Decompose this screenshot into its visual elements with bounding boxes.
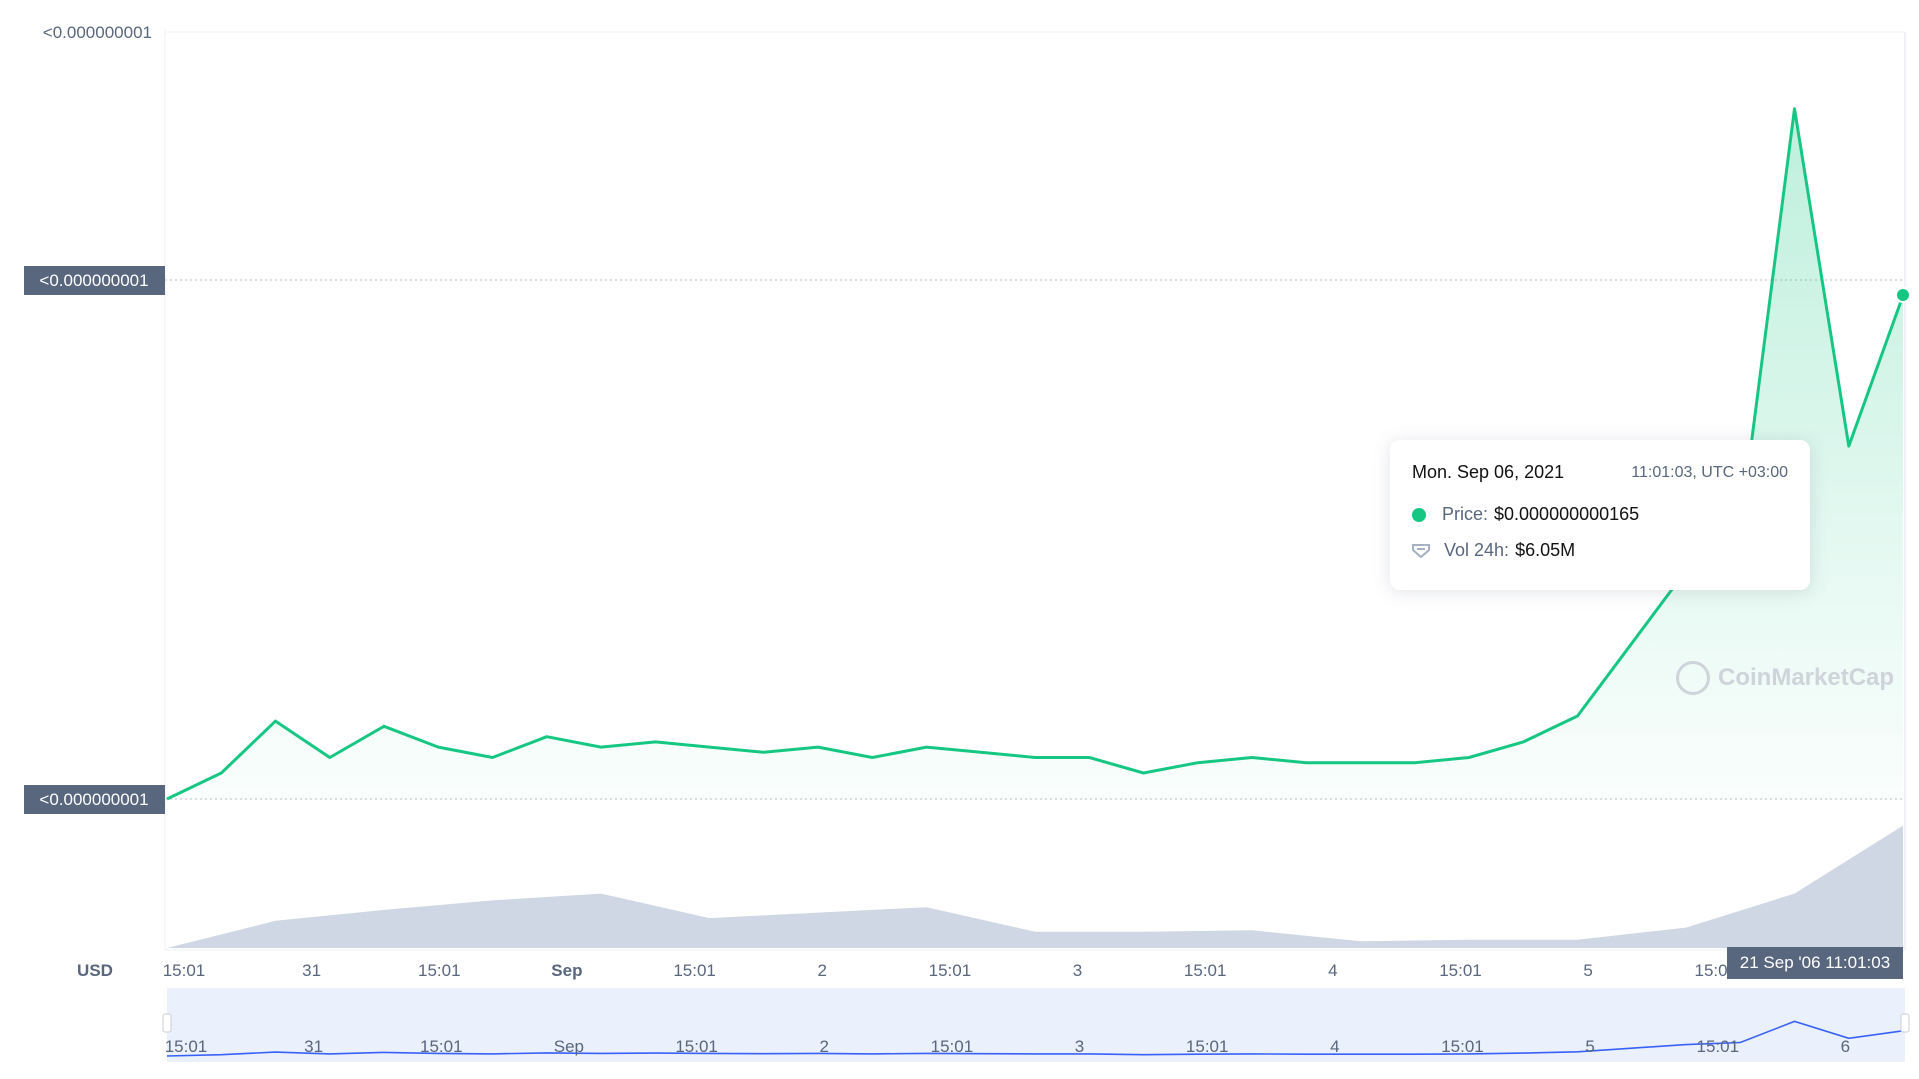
volume-shield-icon (1412, 543, 1430, 558)
price-tooltip: Mon. Sep 06, 2021 11:01:03, UTC +03:00 P… (1390, 440, 1810, 590)
x-tick-label: 15:01 (163, 961, 206, 980)
price-dot-icon (1412, 507, 1426, 522)
y-axis-label-box-low (24, 785, 165, 814)
navigator-right-handle[interactable] (1900, 1013, 1910, 1033)
navigator-tick-label: 6 (1841, 1037, 1850, 1056)
tooltip-date: Mon. Sep 06, 2021 (1412, 462, 1565, 482)
navigator-tick-label: 15:01 (675, 1037, 718, 1056)
navigator-tick-label: 15:01 (1441, 1037, 1484, 1056)
navigator-tick-label: 3 (1075, 1037, 1084, 1056)
tooltip-price-value: $0.000000000165 (1494, 504, 1640, 524)
x-tick-label: 4 (1328, 961, 1337, 980)
navigator-tick-label: 5 (1585, 1037, 1594, 1056)
navigator-tick-label: 15:01 (420, 1037, 463, 1056)
tooltip-price-label: Price: (1442, 504, 1489, 524)
navigator-left-handle[interactable] (162, 1013, 172, 1033)
navigator-tick-label: 2 (819, 1037, 828, 1056)
volume-area-layer (167, 825, 1903, 948)
volume-area (167, 825, 1903, 948)
coinmarketcap-watermark: CoinMarketCap (1676, 661, 1894, 695)
x-tick-label: 31 (302, 961, 321, 980)
tooltip-time: 11:01:03, UTC +03:00 (1631, 464, 1788, 481)
navigator-tick-label: 15:01 (165, 1037, 208, 1056)
coinmarketcap-logo-icon (1676, 661, 1710, 695)
y-axis-label-box-mid (24, 266, 165, 295)
tooltip-volume-row: Vol 24h: $6.05M (1412, 540, 1575, 561)
navigator-tick-label: 15:01 (1697, 1037, 1740, 1056)
y-axis-label-mid: <0.000000001 (39, 271, 148, 290)
price-area-fill (167, 108, 1903, 799)
navigator-tick-label: 15:01 (931, 1037, 974, 1056)
navigator-tick-label: Sep (554, 1037, 584, 1056)
navigator-layer (166, 1020, 1904, 1057)
x-tick-label: 3 (1073, 961, 1082, 980)
x-tick-label: 5 (1583, 961, 1592, 980)
x-axis-ticks: 15:01 31 15:01 Sep 15:01 2 15:01 3 15:01 4 15:01 5 1… (163, 961, 1737, 980)
y-axis-label-low: <0.000000001 (39, 790, 148, 809)
x-tick-label: 2 (817, 961, 826, 980)
navigator-tick-label: 15:01 (1186, 1037, 1229, 1056)
navigator-line (166, 1020, 1904, 1057)
tooltip-volume-value: $6.05M (1515, 540, 1576, 560)
y-axis-label-top: <0.000000001 (43, 23, 152, 42)
navigator-tick-label: 4 (1330, 1037, 1339, 1056)
x-tick-label: Sep (551, 961, 582, 980)
current-price-marker (1895, 287, 1911, 303)
x-tick-label: 15:01 (1184, 961, 1227, 980)
crosshair-date-label: 21 Sep '06 11:01:03 (1727, 947, 1903, 979)
x-tick-label: 15:01 (673, 961, 716, 980)
x-tick-label: 15:01 (1439, 961, 1482, 980)
x-tick-label: 15:01 (1695, 961, 1738, 980)
x-tick-label: 15:01 (418, 961, 461, 980)
navigator-ticks: 15:01 31 15:01 Sep 15:01 2 15:01 3 15:01 4 15:01 5 1… (165, 1037, 1850, 1056)
x-tick-label: 15:01 (929, 961, 972, 980)
tooltip-volume-label: Vol 24h: (1444, 540, 1510, 560)
tooltip-price-row: Price: $0.000000000165 (1412, 504, 1639, 525)
navigator-tick-label: 31 (304, 1037, 323, 1056)
watermark-text: CoinMarketCap (1718, 664, 1895, 691)
currency-label: USD (77, 961, 113, 980)
